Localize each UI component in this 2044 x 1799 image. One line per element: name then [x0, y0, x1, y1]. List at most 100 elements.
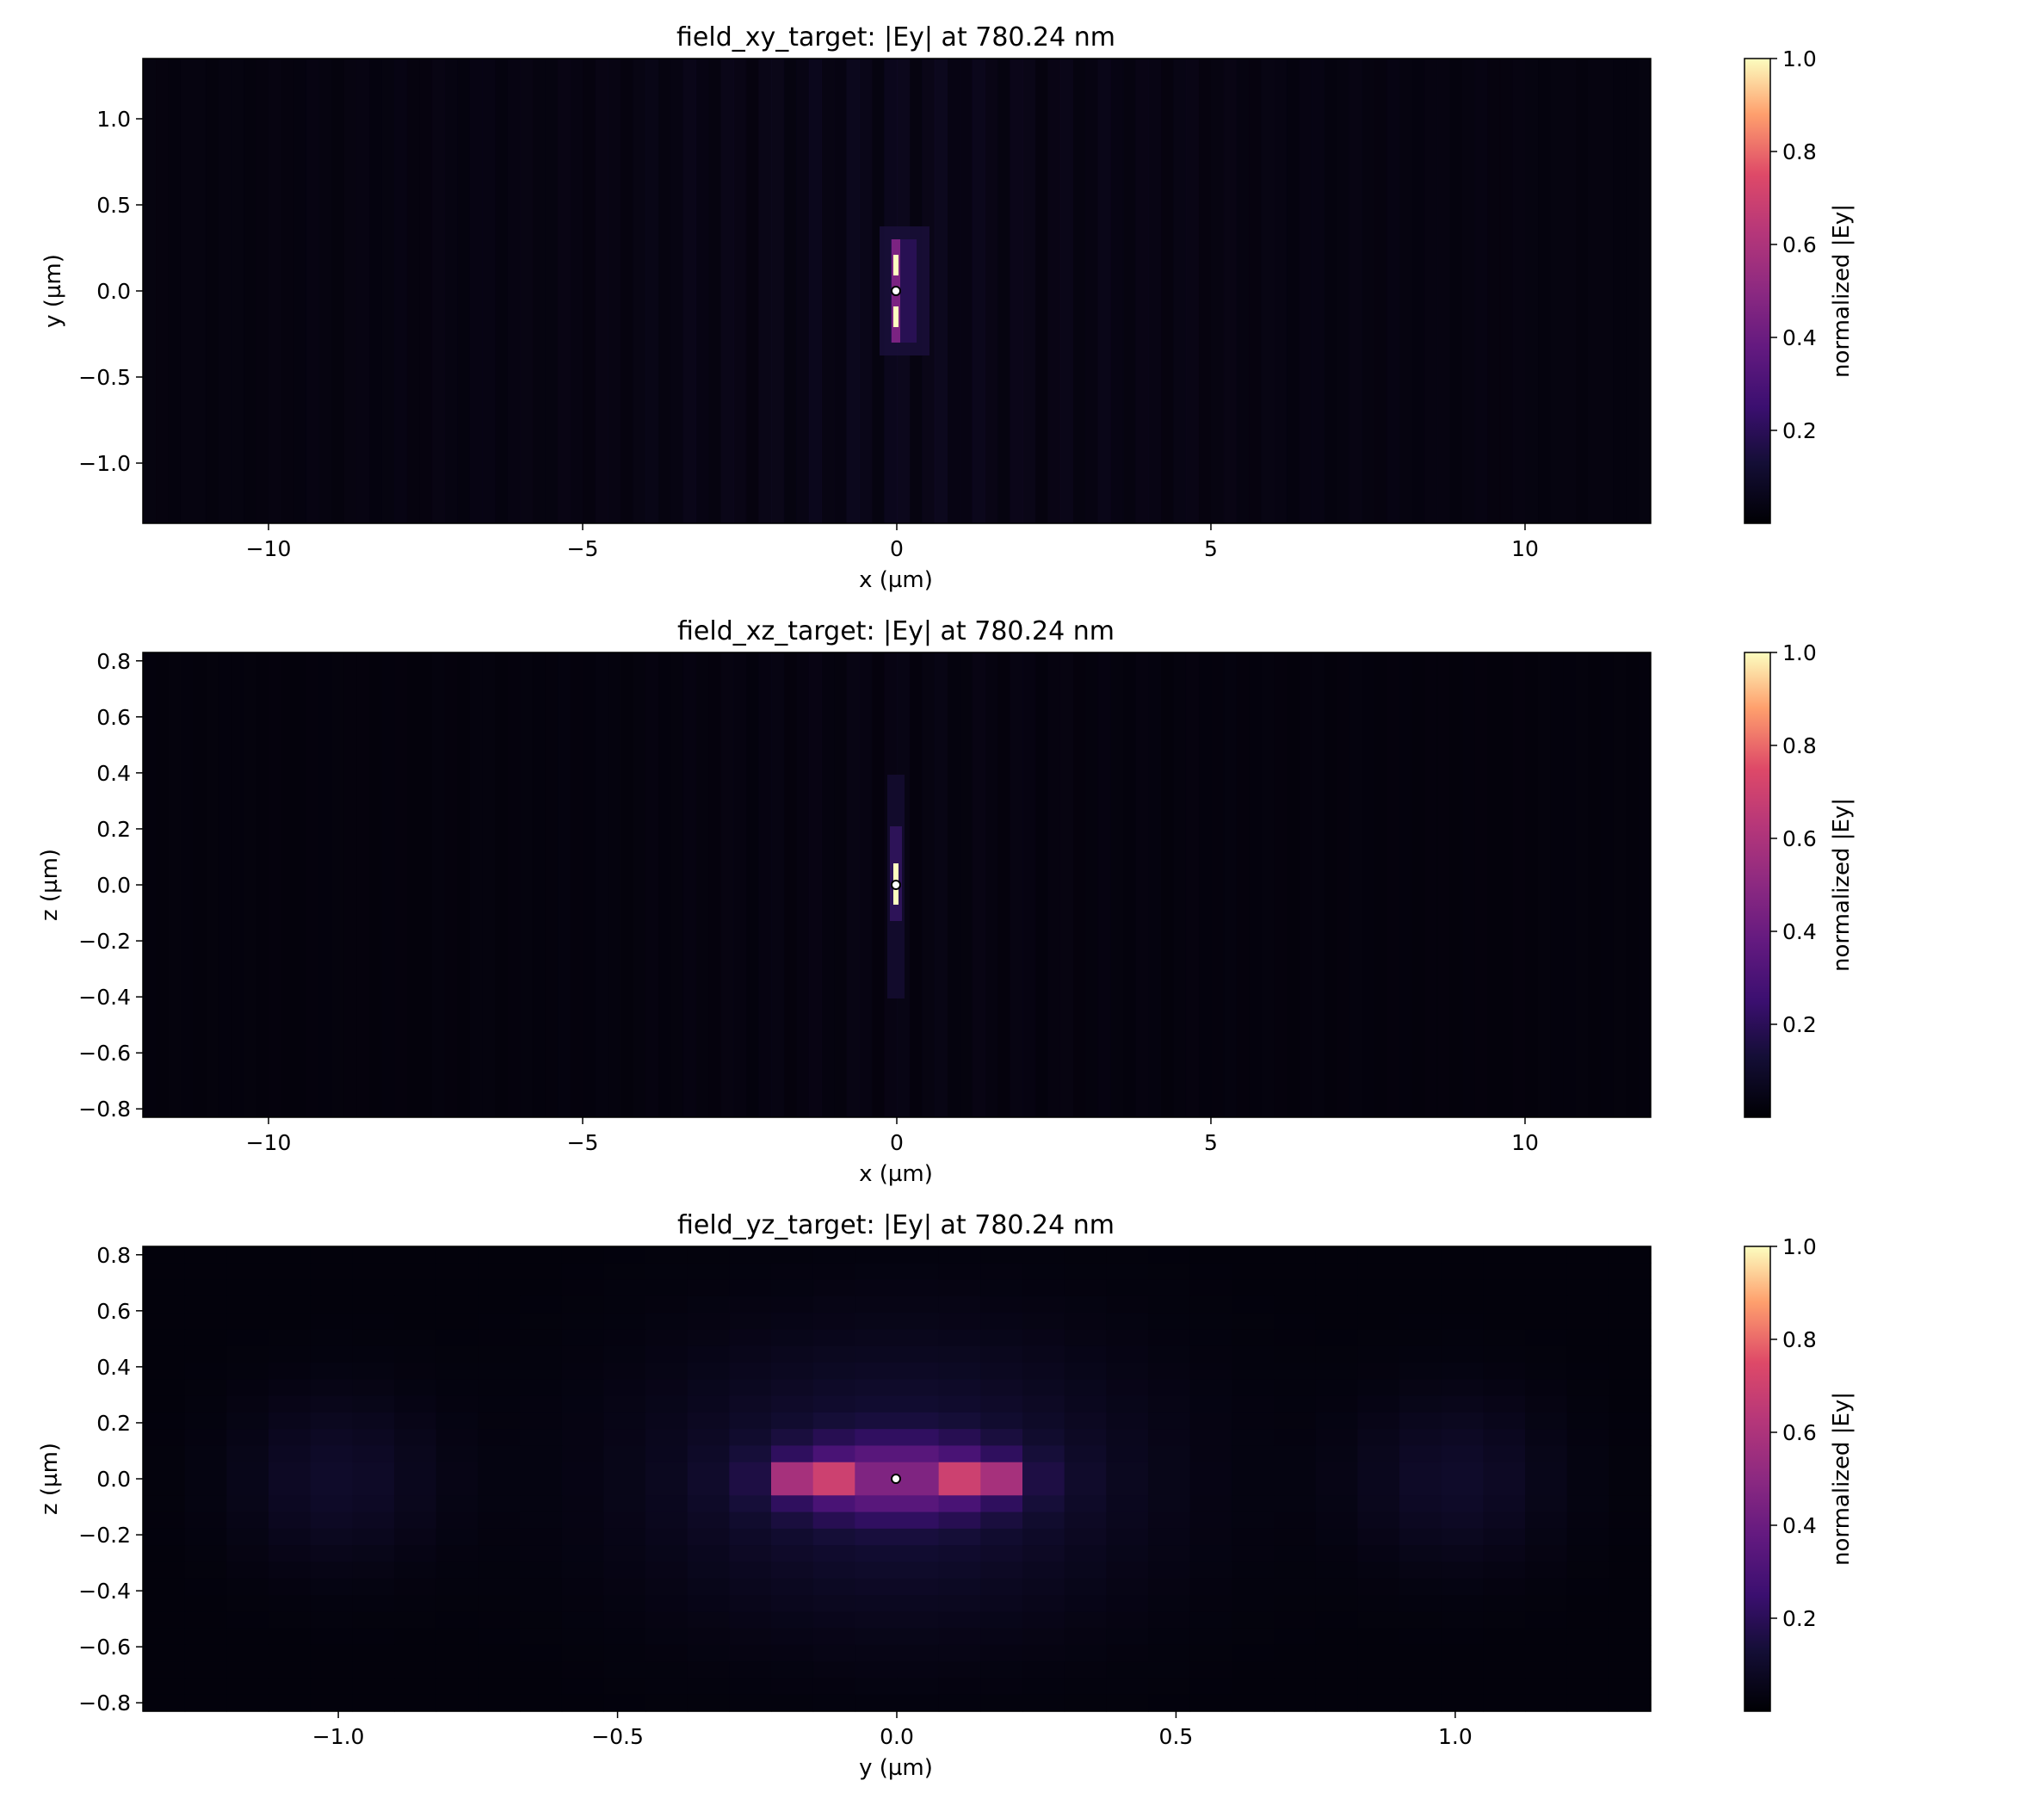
heatmap-cell — [1189, 1628, 1232, 1646]
heatmap-cell — [520, 1628, 563, 1646]
heatmap-cell — [1148, 1363, 1191, 1380]
heatmap-cell — [269, 1661, 312, 1679]
heatmap-cell — [1189, 1644, 1232, 1662]
heatmap-cell — [269, 1313, 312, 1331]
heatmap-cell — [1106, 1495, 1149, 1513]
heatmap-cell — [938, 1246, 981, 1264]
heatmap-cell — [561, 1429, 604, 1447]
heatmap-cell — [1232, 1263, 1275, 1281]
heatmap-cell — [1022, 1678, 1065, 1696]
fringe-column — [1337, 59, 1349, 523]
heatmap-cell — [143, 1545, 186, 1563]
fringe-column — [256, 652, 269, 1117]
heatmap-cell — [687, 1345, 730, 1363]
heatmap-cell — [645, 1512, 689, 1530]
heatmap-cell — [310, 1295, 353, 1314]
heatmap-cell — [729, 1628, 772, 1646]
heatmap-cell — [352, 1462, 395, 1480]
heatmap-cell — [1399, 1561, 1442, 1580]
panel-yz-colorbar-gradient — [1744, 1246, 1771, 1712]
heatmap-cell — [603, 1279, 646, 1297]
heatmap-cell — [226, 1512, 269, 1530]
fringe-column — [846, 59, 860, 523]
heatmap-cell — [435, 1595, 479, 1612]
fringe-column — [658, 59, 671, 523]
heatmap-cell — [1148, 1595, 1191, 1612]
heatmap-cell — [1148, 1345, 1191, 1363]
heatmap-cell — [1609, 1545, 1652, 1563]
heatmap-cell — [1232, 1694, 1275, 1712]
heatmap-cell — [394, 1512, 437, 1530]
heatmap-cell — [1609, 1561, 1652, 1580]
heatmap-cell — [1525, 1528, 1568, 1546]
fringe-column — [645, 59, 659, 523]
heatmap-cell — [478, 1545, 521, 1563]
heatmap-cell — [812, 1246, 855, 1264]
heatmap-cell — [1357, 1678, 1400, 1696]
panel-yz-y-label: z (µm) — [37, 1443, 63, 1515]
heatmap-cell — [352, 1429, 395, 1447]
heatmap-cell — [1148, 1479, 1191, 1496]
fringe-column — [219, 652, 232, 1117]
fringe-column — [960, 59, 973, 523]
heatmap-cell — [855, 1279, 898, 1297]
heatmap-cell — [771, 1246, 814, 1264]
fringe-column — [558, 652, 571, 1117]
heatmap-cell — [269, 1528, 312, 1546]
heatmap-cell — [184, 1512, 227, 1530]
panel-xz-fringes — [219, 652, 1576, 1117]
heatmap-cell — [1525, 1644, 1568, 1662]
heatmap-cell — [1106, 1345, 1149, 1363]
fringe-column — [670, 652, 683, 1117]
heatmap-cell — [1232, 1512, 1275, 1530]
fringe-column — [947, 652, 960, 1117]
heatmap-cell — [394, 1495, 437, 1513]
heatmap-cell — [1399, 1395, 1442, 1413]
heatmap-cell — [771, 1611, 814, 1629]
heatmap-cell — [980, 1279, 1023, 1297]
heatmap-cell — [1525, 1678, 1568, 1696]
heatmap-cell — [729, 1595, 772, 1612]
heatmap-cell — [184, 1313, 227, 1331]
heatmap-cell — [1106, 1246, 1149, 1264]
heatmap-cell — [352, 1263, 395, 1281]
heatmap-cell — [1232, 1644, 1275, 1662]
heatmap-cell — [1232, 1329, 1275, 1347]
panel-xy-x-label: x (µm) — [859, 567, 933, 593]
panel-xz-y-ticks: 0.8 0.6 0.4 0.2 0.0 −0.2 −0.4 −0.6 −0.8 — [78, 649, 143, 1122]
heatmap-cell — [269, 1395, 312, 1413]
fringe-column — [1274, 59, 1288, 523]
fringe-column — [1424, 652, 1437, 1117]
heatmap-cell — [352, 1595, 395, 1612]
heatmap-cell — [771, 1512, 814, 1530]
panel-xz-colorbar-ticks: 0.2 0.4 0.6 0.8 1.0 — [1770, 640, 1817, 1037]
fringe-column — [1563, 652, 1576, 1117]
heatmap-cell — [1566, 1545, 1609, 1563]
fringe-column — [1072, 59, 1085, 523]
fringe-column — [1047, 59, 1061, 523]
heatmap-cell — [1357, 1545, 1400, 1563]
heatmap-cell — [1609, 1462, 1652, 1480]
y-tick-label: 0.8 — [96, 649, 131, 674]
y-tick-label: −0.6 — [78, 1635, 131, 1660]
heatmap-cell — [1064, 1595, 1107, 1612]
heatmap-cell — [520, 1644, 563, 1662]
heatmap-cell — [980, 1694, 1023, 1712]
heatmap-cell — [1106, 1263, 1149, 1281]
heatmap-cell — [938, 1561, 981, 1580]
heatmap-cell — [435, 1295, 479, 1314]
fringe-column — [1613, 59, 1626, 523]
heatmap-cell — [1441, 1363, 1484, 1380]
heatmap-cell — [352, 1363, 395, 1380]
heatmap-cell — [226, 1313, 269, 1331]
heatmap-cell — [352, 1345, 395, 1363]
heatmap-cell — [645, 1363, 689, 1380]
fringe-column — [695, 59, 709, 523]
heatmap-cell — [897, 1279, 940, 1297]
heatmap-cell — [897, 1495, 940, 1513]
fringe-column — [695, 652, 708, 1117]
heatmap-cell — [561, 1313, 604, 1331]
heatmap-cell — [478, 1595, 521, 1612]
heatmap-cell — [980, 1561, 1023, 1580]
fringe-column — [1085, 59, 1099, 523]
